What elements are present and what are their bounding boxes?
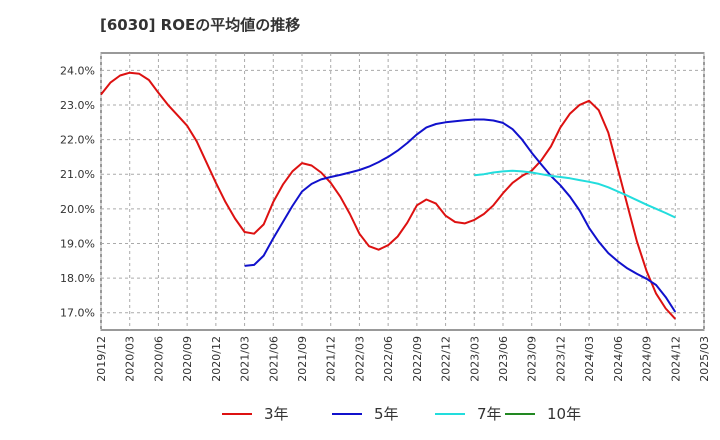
x-tick-label: 2024/12 [669,336,682,382]
x-tick-label: 2020/06 [152,336,165,382]
x-tick-label: 2020/12 [210,336,223,382]
x-tick-label: 2022/06 [382,336,395,382]
x-tick-label: 2019/12 [95,336,108,382]
y-tick-label: 24.0% [60,64,95,77]
legend-label-3: 7年 [477,405,502,423]
y-tick-label: 18.0% [60,272,95,285]
series-line-1 [100,71,677,320]
plot-area [100,52,705,331]
x-tick-label: 2021/12 [325,336,338,382]
legend-label-4: 10年 [547,405,581,423]
chart-title: [6030] ROEの平均値の推移 [100,16,301,34]
x-tick-label: 2024/03 [583,336,596,382]
x-tick-label: 2022/03 [353,336,366,382]
x-tick-label: 2023/09 [526,336,539,382]
x-tick-label: 2021/06 [267,336,280,382]
y-tick-label: 23.0% [60,99,95,112]
x-tick-label: 2023/06 [497,336,510,382]
y-tick-label: 22.0% [60,134,95,147]
x-tick-label: 2020/09 [181,336,194,382]
x-tick-label: 2020/03 [124,336,137,382]
series-line-2 [244,118,677,313]
x-tick-label: 2021/09 [296,336,309,382]
y-tick-label: 19.0% [60,237,95,250]
x-tick-label: 2024/09 [641,336,654,382]
x-tick-label: 2025/03 [698,336,711,382]
legend-label-1: 3年 [264,405,289,423]
x-tick-label: 2024/06 [612,336,625,382]
legend-label-2: 5年 [374,405,399,423]
y-tick-label: 20.0% [60,203,95,216]
x-tick-label: 2021/03 [239,336,252,382]
x-tick-label: 2023/03 [468,336,481,382]
y-tick-label: 17.0% [60,307,95,320]
x-tick-label: 2022/09 [411,336,424,382]
series-line-3 [474,169,676,219]
y-tick-label: 21.0% [60,168,95,181]
x-tick-label: 2022/12 [440,336,453,382]
x-tick-label: 2023/12 [554,336,567,382]
